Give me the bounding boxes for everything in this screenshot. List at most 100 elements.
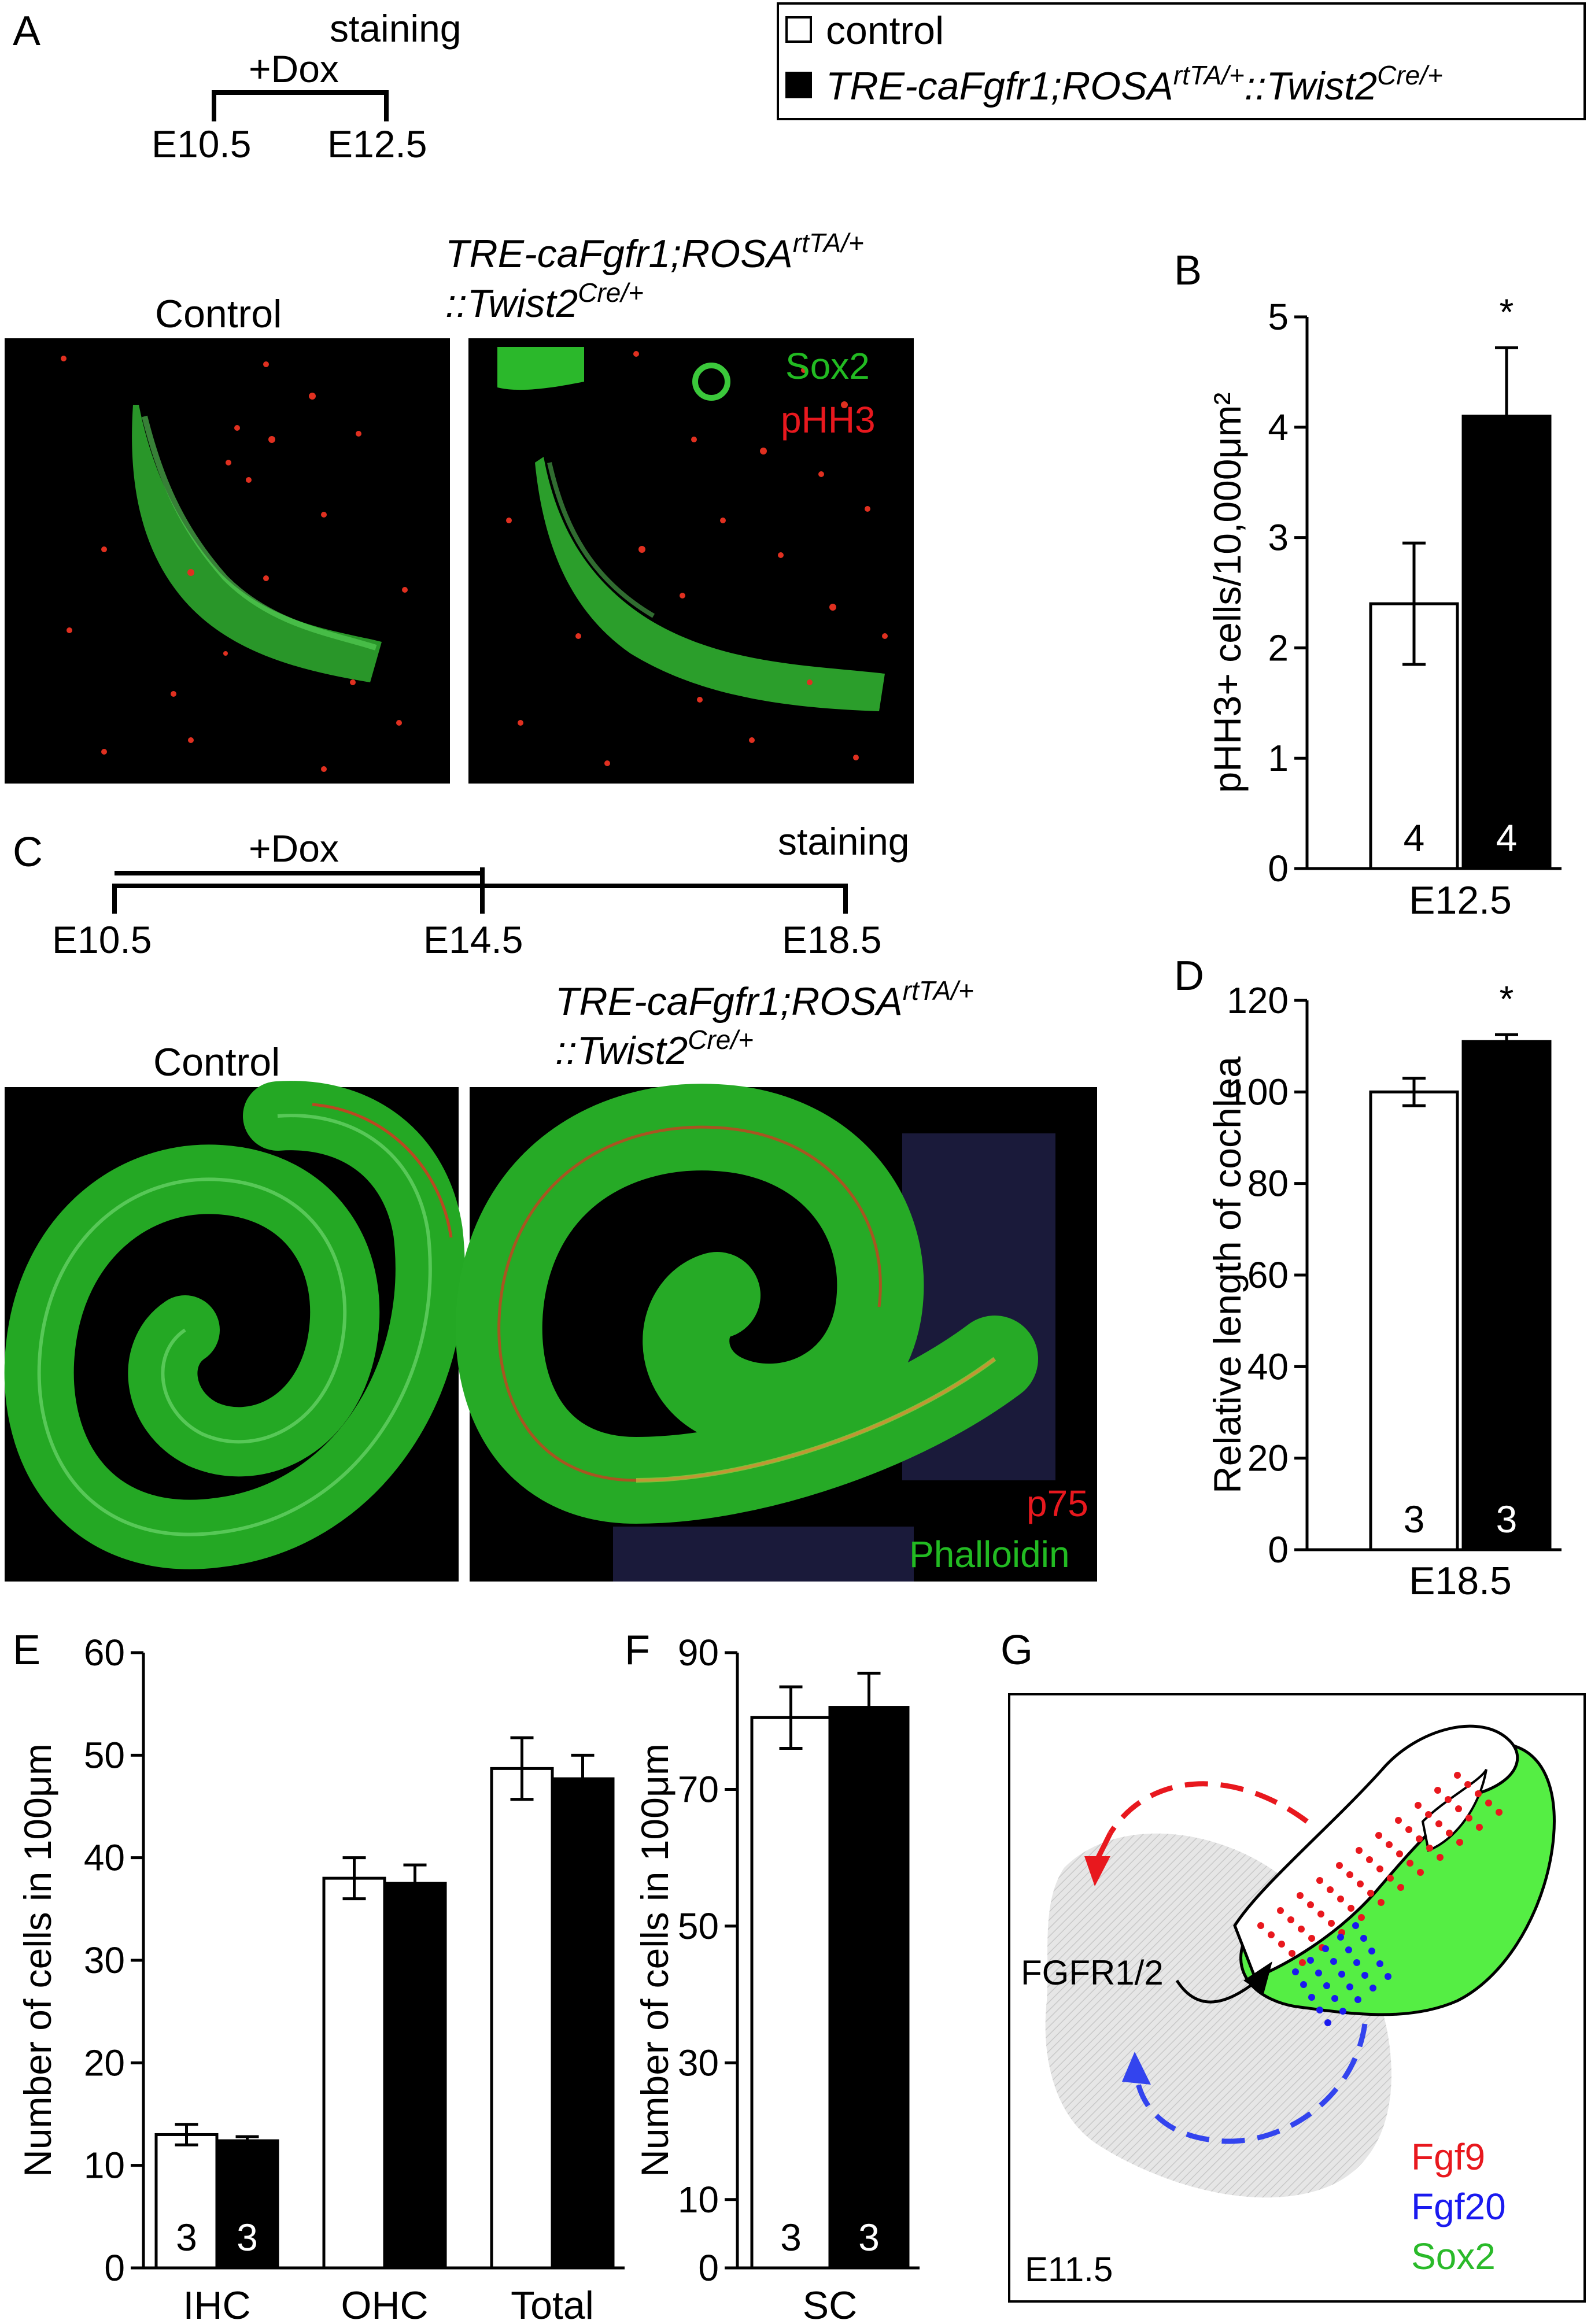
panel-c-mutant-image: p75 Phalloidin: [455, 1084, 1097, 1582]
fgf9-dot: [1387, 1875, 1394, 1882]
signal-arrowhead: [1243, 1961, 1272, 1994]
fgf9-dot: [1415, 1802, 1422, 1809]
chart-d-ytick-label: 40: [1247, 1346, 1289, 1387]
chart-e-category-label: Total: [511, 2284, 594, 2324]
chart-b-ytick-label: 1: [1268, 737, 1289, 779]
panel-a-mutant-title-main: TRE-caFgfr1;ROSA: [445, 232, 793, 276]
fgf9-dot: [1328, 1920, 1335, 1927]
panel-c-mutant-title-2: ::Twist2Cre/+: [555, 1025, 754, 1073]
legend-fgf9: Fgf9: [1411, 2136, 1485, 2178]
fgf9-dot: [1386, 1841, 1393, 1848]
fgf9-dots: [1257, 1772, 1503, 1966]
fgf9-dot: [1437, 1854, 1444, 1861]
fgf20-arrowhead: [1122, 2052, 1151, 2085]
panel-a-mutant-image: Sox2 pHH3: [468, 338, 914, 784]
timeline-a-bracket: [212, 90, 389, 121]
panel-letter-g: G: [1001, 1627, 1033, 1673]
chart-e-ytick-label: 50: [84, 1734, 125, 1776]
fgf9-dot: [1277, 1907, 1284, 1914]
fgf20-dot: [1316, 2007, 1323, 2013]
fgf9-dot: [1346, 1871, 1353, 1878]
chart-e-ylabel: Number of cells in 100μm: [16, 1743, 59, 2177]
fgf9-dot: [1466, 1815, 1472, 1821]
legend-control-label: control: [826, 9, 944, 53]
panel-a-mutant-title-sup2: Cre/+: [578, 278, 644, 308]
chart-d-ytick-label: 20: [1247, 1438, 1289, 1479]
fgf9-arrow: [1108, 1781, 1309, 1835]
chart-b-n-label: 4: [1404, 816, 1425, 859]
chart-e-bar: [322, 1876, 386, 2270]
panel-c-mutant-title-1: TRE-caFgfr1;ROSArtTA/+: [555, 976, 974, 1024]
fgf9-dot: [1378, 1899, 1385, 1906]
fgf9-dot: [1375, 1832, 1382, 1839]
fgf9-dot: [1367, 1890, 1374, 1897]
panel-a-control-image: [5, 338, 450, 784]
fgf20-dot: [1307, 1957, 1314, 1964]
stage-label: E11.5: [1025, 2250, 1113, 2289]
chart-b-ytick-label: 3: [1268, 517, 1289, 559]
panel-c-stain-green: Phalloidin: [909, 1534, 1070, 1575]
legend-mutant-mid: ::Twist2: [1245, 64, 1377, 108]
fgf9-dot: [1297, 1892, 1304, 1899]
chart-e-ytick-label: 60: [84, 1632, 125, 1673]
timeline-c: +Dox staining E10.5 E14.5 E18.5: [52, 820, 910, 961]
fgf9-dot: [1456, 1839, 1463, 1846]
chart-b-significance: *: [1500, 291, 1514, 332]
chart-d-ytick-label: 100: [1227, 1071, 1289, 1113]
chart-e-bar: [490, 1767, 554, 2270]
fgf9-dot: [1307, 1901, 1314, 1908]
chart-e-bar: [215, 2139, 279, 2270]
panel-c-mutant-title-main: TRE-caFgfr1;ROSA: [555, 980, 903, 1024]
legend-mutant-label: TRE-caFgfr1;ROSArtTA/+::Twist2Cre/+: [826, 60, 1443, 108]
chart-e-ytick-label: 10: [84, 2145, 125, 2186]
fgf9-dot: [1485, 1800, 1492, 1806]
fgf20-dot: [1292, 1968, 1299, 1975]
legend-frame: [777, 2, 1586, 120]
fgf20-dot: [1376, 1960, 1383, 1967]
chart-b-ytick-label: 5: [1268, 296, 1289, 338]
chart-f-ytick-label: 90: [678, 1632, 719, 1673]
fgf9-dot: [1435, 1820, 1442, 1827]
fgf9-dot: [1446, 1830, 1453, 1837]
fgf20-dot: [1339, 2008, 1346, 2015]
chart-d-bar: [1369, 1090, 1459, 1551]
fgf9-dot: [1348, 1905, 1354, 1912]
fgf9-dot: [1327, 1886, 1334, 1893]
chart-f: 0 10 30 50 70 90 Number of cells in 100μm 3 3SC: [633, 1632, 920, 2324]
fgf20-dot: [1315, 1970, 1322, 1976]
fgf20-dot: [1323, 1982, 1330, 1989]
chart-f-ylabel: Number of cells in 100μm: [633, 1743, 676, 2177]
fgf20-dot: [1330, 1958, 1337, 1965]
chart-e-bar: [383, 1882, 447, 2270]
fgf9-dot: [1336, 1862, 1343, 1869]
fgf9-dot: [1289, 1950, 1295, 1957]
chart-f-ytick-label: 0: [698, 2247, 719, 2289]
fgf9-dot: [1317, 1911, 1324, 1917]
fgf20-dots: [1292, 1922, 1391, 2026]
chart-e-category-label: IHC: [183, 2284, 250, 2324]
fgf20-dot: [1369, 1985, 1376, 1992]
panel-c-mutant-title-sup1: rtTA/+: [903, 976, 974, 1006]
signal-arrow: [1175, 1976, 1262, 2004]
fgf9-dot: [1407, 1860, 1413, 1867]
fgf9-dot: [1356, 1847, 1363, 1854]
fgf9-dot: [1337, 1896, 1344, 1902]
fgf9-dot: [1308, 1935, 1315, 1942]
fgf9-arrowhead: [1084, 1856, 1110, 1886]
panel-a-mutant-red-dots: [506, 351, 888, 766]
timeline-a-staining: staining: [330, 7, 462, 50]
fgf9-dot: [1376, 1865, 1383, 1872]
fgf9-dot: [1417, 1869, 1424, 1876]
fgf9-dot: [1454, 1772, 1461, 1779]
chart-b: 0 1 2 3 4 5 pHH3+ cells/10,000μm² 4 4 E12.5 *: [1206, 291, 1562, 922]
timeline-c-t3: E18.5: [782, 918, 881, 961]
panel-a-mutant-title-1: TRE-caFgfr1;ROSArtTA/+: [445, 228, 864, 276]
chart-e-category-label: OHC: [341, 2284, 428, 2324]
timeline-a-end: E12.5: [327, 123, 427, 165]
chart-b-n-label: 4: [1496, 816, 1518, 859]
fgf20-dot: [1353, 1959, 1360, 1966]
timeline-c-dox: +Dox: [249, 827, 339, 870]
panel-a-control-red-dots: [61, 356, 408, 772]
chart-f-bar: [828, 1706, 910, 2270]
fgf9-dot: [1357, 1880, 1364, 1887]
